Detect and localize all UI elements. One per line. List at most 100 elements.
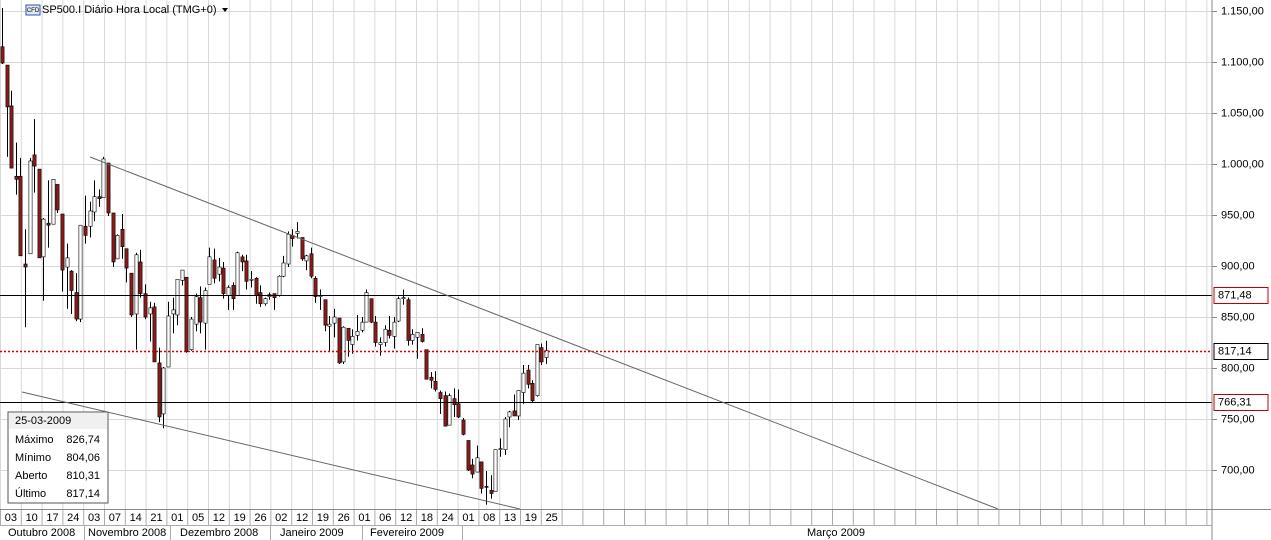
y-tick-label: 1.150,00 bbox=[1221, 5, 1264, 17]
badge: CFD bbox=[27, 8, 40, 14]
candle-body bbox=[415, 332, 420, 338]
candle-body bbox=[41, 218, 46, 258]
info-value: 826,74 bbox=[66, 434, 100, 446]
candle-body bbox=[258, 292, 263, 305]
x-tick-label: 12 bbox=[296, 512, 308, 524]
candle-body bbox=[203, 290, 208, 324]
candle-body bbox=[134, 254, 139, 315]
candle-body bbox=[198, 297, 203, 323]
candle-body bbox=[341, 326, 346, 363]
info-label: Mínimo bbox=[15, 452, 51, 464]
x-tick-label: 02 bbox=[275, 512, 287, 524]
candle-body bbox=[479, 461, 484, 489]
candle-body bbox=[392, 321, 397, 337]
y-tick-label: 800,00 bbox=[1221, 362, 1255, 374]
candle-body bbox=[28, 160, 33, 255]
x-tick-label: 19 bbox=[525, 512, 537, 524]
candle-body bbox=[313, 277, 318, 297]
candle-body bbox=[396, 298, 401, 322]
candle-body bbox=[263, 298, 268, 305]
candle-body bbox=[97, 196, 102, 200]
candle-body bbox=[212, 259, 217, 279]
candle-body bbox=[83, 225, 88, 236]
candle-body bbox=[526, 369, 531, 385]
info-value: 817,14 bbox=[66, 488, 100, 500]
x-tick-label: 26 bbox=[338, 512, 350, 524]
candle-body bbox=[378, 342, 383, 345]
candle-body bbox=[157, 362, 162, 418]
candle-body bbox=[424, 349, 429, 380]
month-label: Outubro 2008 bbox=[8, 527, 75, 539]
candle-body bbox=[544, 350, 549, 358]
x-tick-label: 24 bbox=[67, 512, 79, 524]
candle-body bbox=[539, 347, 544, 363]
info-date: 25-03-2009 bbox=[15, 415, 71, 427]
info-box: 25-03-2009 Máximo 826,74 Mínimo 804,06 Abert… bbox=[7, 411, 109, 504]
candle-body bbox=[364, 292, 369, 323]
candle-body bbox=[23, 263, 28, 268]
chart-title[interactable]: SP500.I Diário Hora Local (TMG+0) bbox=[42, 4, 217, 16]
candle-body bbox=[254, 277, 259, 296]
candle-body bbox=[148, 307, 153, 315]
candle-body bbox=[507, 411, 512, 418]
candle-body bbox=[369, 298, 374, 323]
dropdown-icon[interactable] bbox=[222, 8, 228, 12]
x-tick-label: 01 bbox=[358, 512, 370, 524]
y-tick-label: 750,00 bbox=[1221, 413, 1255, 425]
candle-body bbox=[92, 196, 97, 213]
candle-body bbox=[475, 457, 480, 473]
candle-body bbox=[406, 299, 411, 341]
month-label: Novembro 2008 bbox=[88, 527, 166, 539]
price-label: 871,48 bbox=[1218, 289, 1252, 301]
price-label-box bbox=[1213, 343, 1269, 360]
candle-body bbox=[189, 318, 194, 350]
candle-body bbox=[383, 328, 388, 343]
trend-line bbox=[89, 156, 999, 509]
month-label: Março 2009 bbox=[807, 527, 865, 539]
candle-body bbox=[244, 260, 249, 282]
candle-body bbox=[410, 334, 415, 341]
x-tick-label: 18 bbox=[421, 512, 433, 524]
x-tick-label: 12 bbox=[400, 512, 412, 524]
candle-body bbox=[217, 266, 222, 275]
candle-body bbox=[443, 395, 448, 427]
candle-body bbox=[332, 316, 337, 324]
candle-body bbox=[337, 317, 342, 364]
candle-body bbox=[387, 329, 392, 336]
candle-body bbox=[452, 398, 457, 406]
candle-body bbox=[18, 175, 23, 257]
info-label: Último bbox=[15, 487, 46, 500]
candle-body bbox=[120, 229, 125, 247]
candle-body bbox=[88, 210, 93, 227]
x-tick-label: 06 bbox=[379, 512, 391, 524]
y-tick-label: 700,00 bbox=[1221, 464, 1255, 476]
candle-body bbox=[521, 372, 526, 393]
candle-body bbox=[350, 336, 355, 345]
x-tick-label: 10 bbox=[26, 512, 38, 524]
candle-body bbox=[489, 490, 494, 494]
candle-body bbox=[74, 292, 79, 320]
candle-body bbox=[456, 403, 461, 418]
candle-body bbox=[401, 297, 406, 299]
candle-body bbox=[438, 392, 443, 399]
month-label: Dezembro 2008 bbox=[180, 527, 258, 539]
candle-body bbox=[249, 278, 254, 281]
candle-body bbox=[115, 235, 120, 260]
y-tick-label: 1.100,00 bbox=[1221, 56, 1264, 68]
candle-body bbox=[175, 278, 180, 316]
candle-body bbox=[484, 486, 489, 488]
x-tick-label: 25 bbox=[546, 512, 558, 524]
candle-body bbox=[277, 275, 282, 296]
candle-body bbox=[184, 276, 189, 353]
candle-body bbox=[124, 248, 129, 269]
candle-body bbox=[461, 419, 466, 435]
candle-body bbox=[373, 321, 378, 343]
candle-body bbox=[69, 270, 74, 291]
x-tick-label: 03 bbox=[5, 512, 17, 524]
candle-body bbox=[470, 464, 475, 475]
candle-body bbox=[512, 410, 517, 417]
candle-body bbox=[300, 237, 305, 260]
x-tick-label: 14 bbox=[130, 512, 142, 524]
price-label: 766,31 bbox=[1218, 396, 1252, 408]
